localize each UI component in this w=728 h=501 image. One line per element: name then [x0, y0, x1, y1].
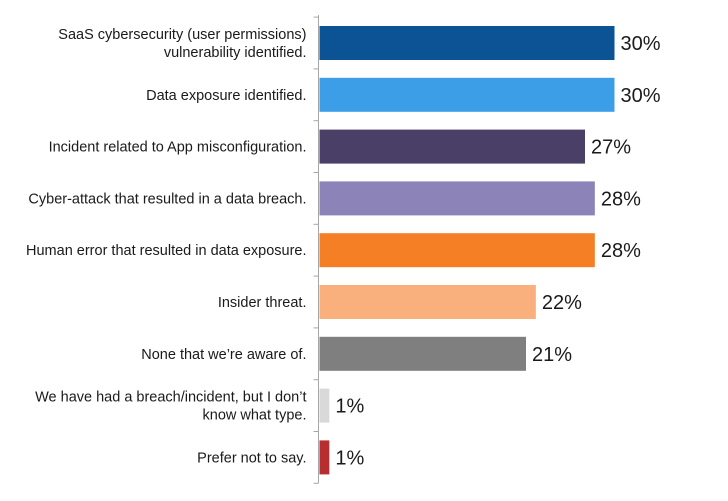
bar-2 [319, 129, 585, 164]
category-label-1: Data exposure identified. [146, 88, 306, 104]
bar-3 [319, 181, 595, 216]
category-label-line: None that we’re aware of. [141, 347, 306, 363]
category-label-line: We have had a breach/incident, but I don… [35, 390, 306, 406]
value-label-8: 1% [335, 447, 364, 469]
category-labels-group: SaaS cybersecurity (user permissions) vul… [26, 27, 306, 466]
category-label-4: Human error that resulted in data exposu… [26, 243, 306, 259]
value-label-3: 28% [601, 188, 641, 210]
bars-group [319, 26, 615, 475]
value-label-2: 27% [591, 137, 631, 159]
category-label-line: Prefer not to say. [197, 450, 306, 466]
value-label-6: 21% [532, 344, 572, 366]
bar-0 [319, 26, 615, 60]
category-label-line: know what type. [203, 408, 307, 424]
value-label-1: 30% [621, 85, 661, 107]
category-label-line: Incident related to App misconfiguration… [49, 140, 307, 156]
value-label-5: 22% [542, 292, 582, 314]
bar-4 [319, 233, 595, 268]
bar-1 [319, 77, 615, 112]
category-label-5: Insider threat. [218, 295, 307, 311]
category-label-7: We have had a breach/incident, but I don… [35, 390, 306, 424]
category-label-line: vulnerability identified. [164, 45, 307, 61]
category-label-line: SaaS cybersecurity (user permissions) [58, 27, 306, 43]
category-label-line: Insider threat. [218, 295, 307, 311]
bar-7 [319, 388, 330, 423]
category-label-line: Human error that resulted in data exposu… [26, 243, 306, 259]
value-label-0: 30% [621, 33, 661, 55]
bar-8 [319, 440, 330, 475]
category-label-2: Incident related to App misconfiguration… [49, 140, 307, 156]
value-labels-group: 30% 30% 27% 28% 28% 22% 21% 1% 1% [335, 33, 660, 469]
value-label-7: 1% [335, 396, 364, 418]
category-label-0: SaaS cybersecurity (user permissions) vul… [58, 27, 306, 61]
value-label-4: 28% [601, 240, 641, 262]
category-label-8: Prefer not to say. [197, 450, 306, 466]
category-label-6: None that we’re aware of. [141, 347, 306, 363]
bar-5 [319, 285, 536, 319]
category-label-3: Cyber-attack that resulted in a data bre… [28, 191, 306, 207]
category-label-line: Cyber-attack that resulted in a data bre… [28, 191, 306, 207]
bar-6 [319, 336, 526, 371]
category-label-line: Data exposure identified. [146, 88, 306, 104]
